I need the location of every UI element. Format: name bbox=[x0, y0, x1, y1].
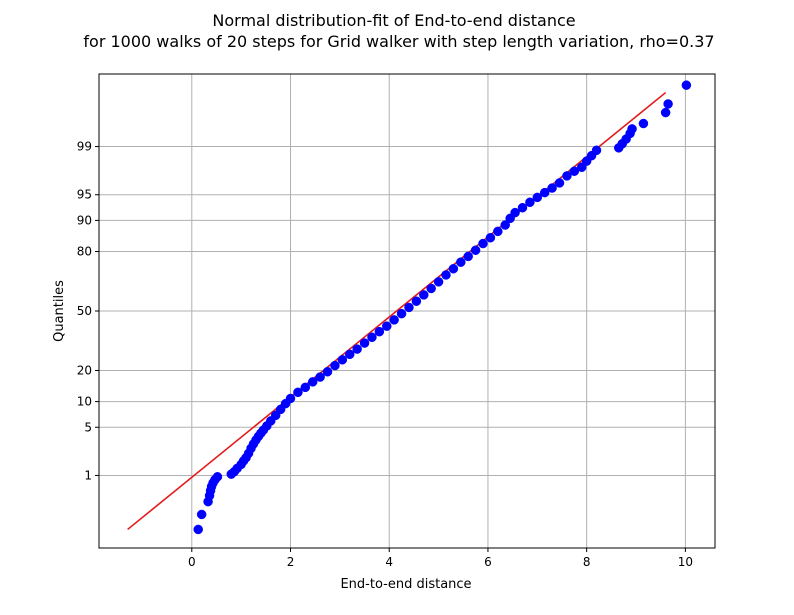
data-point bbox=[382, 321, 392, 331]
data-point bbox=[337, 355, 348, 365]
y-tick-label: 50 bbox=[77, 304, 92, 318]
data-point bbox=[463, 251, 473, 262]
data-point bbox=[441, 270, 451, 280]
data-point bbox=[510, 207, 520, 218]
data-point bbox=[591, 145, 602, 156]
data-points bbox=[193, 80, 692, 535]
data-point bbox=[307, 377, 318, 387]
x-tick-label: 8 bbox=[583, 555, 591, 569]
y-tick-label: 95 bbox=[77, 188, 92, 202]
y-tick-label: 5 bbox=[84, 420, 92, 434]
data-point bbox=[569, 166, 580, 176]
data-point bbox=[411, 296, 422, 306]
data-point bbox=[638, 118, 649, 129]
y-axis-ticks: 1 5 10 20 50 80 90 95 99 bbox=[77, 140, 99, 482]
data-point bbox=[293, 387, 303, 398]
data-point bbox=[352, 344, 362, 354]
data-point bbox=[525, 197, 535, 208]
data-point bbox=[627, 124, 637, 134]
data-point bbox=[660, 107, 671, 118]
data-point bbox=[532, 192, 543, 203]
data-point bbox=[389, 315, 399, 325]
x-tick-label: 6 bbox=[484, 555, 492, 569]
data-point bbox=[315, 372, 325, 382]
data-point bbox=[547, 183, 557, 193]
y-axis-label: Quantiles bbox=[52, 280, 67, 342]
y-tick-label: 99 bbox=[77, 140, 92, 154]
x-axis-ticks: 0 2 4 6 8 10 bbox=[188, 548, 693, 569]
data-point bbox=[681, 80, 692, 90]
data-point bbox=[517, 202, 528, 213]
data-point bbox=[396, 308, 407, 319]
grid-lines bbox=[99, 74, 715, 548]
x-tick-label: 4 bbox=[385, 555, 393, 569]
data-point bbox=[500, 220, 510, 230]
data-point bbox=[359, 338, 370, 348]
data-point bbox=[300, 382, 311, 393]
y-tick-label: 20 bbox=[77, 363, 92, 377]
chart-title-line-2: for 1000 walks of 20 steps for Grid walk… bbox=[83, 32, 714, 51]
data-point bbox=[433, 277, 444, 287]
data-point bbox=[196, 509, 207, 520]
x-tick-label: 10 bbox=[678, 555, 693, 569]
data-point bbox=[426, 283, 436, 294]
data-point bbox=[285, 393, 296, 404]
data-point bbox=[448, 263, 459, 274]
x-tick-label: 2 bbox=[287, 555, 295, 569]
fit-line-group bbox=[127, 91, 667, 531]
data-point bbox=[367, 332, 377, 343]
y-tick-label: 10 bbox=[77, 395, 92, 409]
data-point bbox=[485, 232, 496, 243]
data-point bbox=[419, 290, 429, 300]
data-point bbox=[212, 472, 223, 482]
data-point bbox=[374, 326, 385, 337]
data-point bbox=[562, 171, 572, 181]
y-tick-label: 80 bbox=[77, 245, 92, 259]
x-tick-label: 0 bbox=[188, 555, 196, 569]
data-point bbox=[330, 360, 340, 371]
data-point bbox=[539, 187, 550, 198]
data-point bbox=[322, 367, 333, 377]
data-point bbox=[344, 349, 355, 360]
data-point bbox=[470, 245, 481, 255]
chart-title-line-1: Normal distribution-fit of End-to-end di… bbox=[212, 11, 575, 30]
data-point bbox=[193, 524, 203, 535]
y-tick-label: 90 bbox=[77, 213, 92, 227]
data-point bbox=[478, 238, 488, 249]
data-point bbox=[493, 226, 503, 237]
data-point bbox=[404, 302, 414, 313]
data-point bbox=[554, 178, 565, 188]
normal-fit-line bbox=[127, 91, 667, 531]
x-axis-label: End-to-end distance bbox=[340, 577, 471, 592]
data-point bbox=[456, 257, 466, 267]
y-tick-label: 1 bbox=[84, 468, 92, 482]
data-point bbox=[663, 99, 673, 109]
